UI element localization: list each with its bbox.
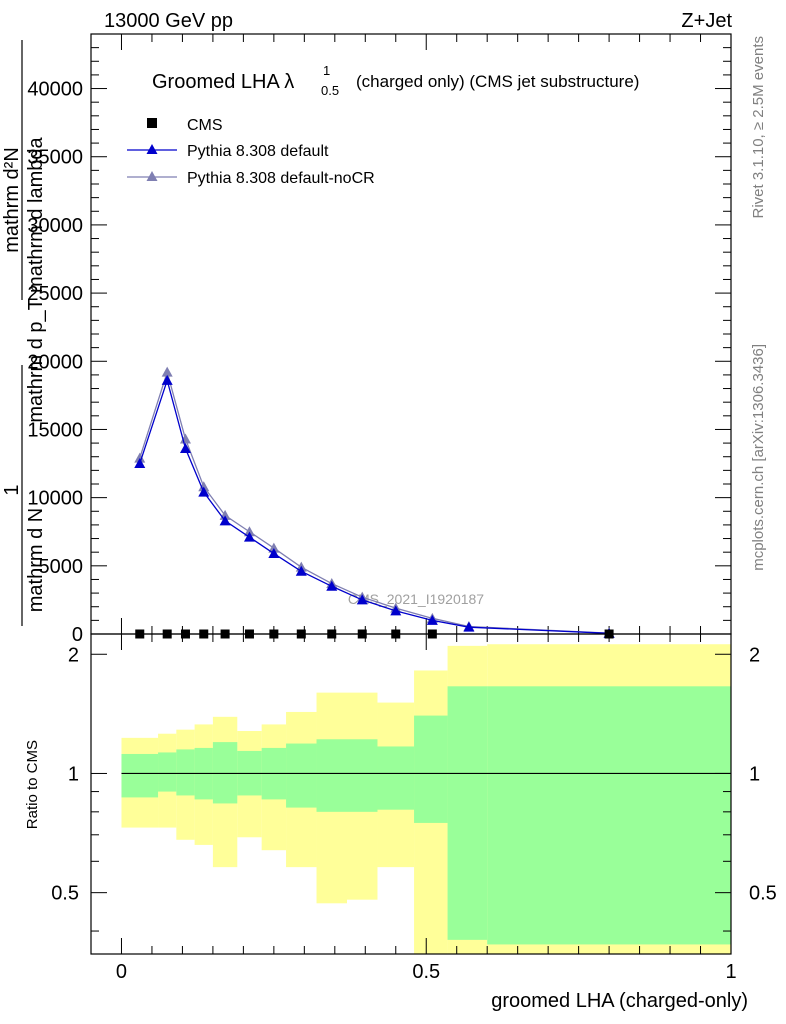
- legend: CMS Pythia 8.308 default Pythia 8.308 de…: [127, 117, 375, 187]
- ratio-inner-band: [158, 752, 177, 792]
- series-line-nocr: [139, 369, 610, 634]
- ratio-y-tick-label: 0.5: [51, 883, 79, 905]
- ratio-inner-band: [377, 746, 415, 810]
- ratio-y-tick-label: 1: [68, 763, 79, 785]
- series-point-nocr: [198, 481, 210, 492]
- series-point-default: [295, 565, 307, 576]
- series-point-default: [326, 580, 338, 591]
- title-tail: (charged only) (CMS jet substructure): [356, 72, 639, 91]
- series-point-default: [134, 458, 146, 469]
- series-point-nocr: [268, 542, 280, 553]
- ratio-y-axis-label: Ratio to CMS: [24, 740, 41, 829]
- ratio-y-tick-label-right: 1: [749, 763, 760, 785]
- main-y-tick-labels: 0 5000 10000 15000 20000 25000 30000 35000 40000: [27, 79, 83, 646]
- ratio-inner-band: [447, 686, 488, 940]
- ratio-frame: [90, 633, 732, 955]
- ratio-ticks: [91, 634, 732, 954]
- series-point-default: [161, 374, 173, 385]
- title-symbol: λ: [284, 71, 294, 93]
- main-y-tick-label: 30000: [27, 215, 83, 237]
- legend-marker-cms: [147, 118, 157, 128]
- ylabel-main-denominator: mathrm d p_T mathrm d lambda: [25, 136, 47, 422]
- main-y-tick-label: 20000: [27, 351, 83, 373]
- ylabel-denominator: mathrm d N: [25, 508, 47, 612]
- ratio-y-tick-label-right: 0.5: [749, 883, 777, 905]
- mcplots-label: mcplots.cern.ch [arXiv:1306.3436]: [750, 344, 767, 571]
- ratio-inner-band: [316, 739, 347, 812]
- ratio-inner-band: [487, 686, 731, 945]
- series-point-default: [243, 531, 255, 542]
- ratio-x-tick-label: 0: [116, 961, 127, 983]
- ylabel-main: mathrm d²N: [1, 147, 23, 253]
- main-y-tick-label: 35000: [27, 147, 83, 169]
- main-y-tick-label: 15000: [27, 419, 83, 441]
- legend-marker-nocr: [146, 171, 158, 181]
- series-point-nocr: [134, 452, 146, 463]
- title-main: Groomed LHA: [152, 71, 284, 93]
- series-point-default: [356, 594, 368, 605]
- series-point-nocr: [243, 526, 255, 537]
- legend-label-default: Pythia 8.308 default: [187, 143, 329, 160]
- main-y-axis-label: 1 mathrm d N mathrm d²N mathrm d p_T mat…: [1, 40, 47, 626]
- ratio-inner-band: [286, 743, 317, 808]
- series-line-default: [139, 378, 610, 634]
- main-y-tick-label: 5000: [39, 556, 84, 578]
- header-left: 13000 GeV pp: [104, 10, 233, 32]
- series-point-nocr: [179, 433, 191, 444]
- main-y-tick-label: 40000: [27, 79, 83, 101]
- series-point-default: [219, 515, 231, 526]
- main-panel: 0 5000 10000 15000 20000 25000 30000 35000 40000…: [1, 33, 732, 646]
- ratio-y-tick-labels: 0.5 0.5 1 1 2 2: [51, 644, 777, 904]
- ratio-inner-band: [347, 739, 378, 812]
- rivet-label: Rivet 3.1.10, ≥ 2.5M events: [750, 36, 767, 219]
- legend-label-nocr: Pythia 8.308 default-noCR: [187, 170, 375, 187]
- ratio-inner-band: [176, 749, 195, 796]
- ratio-x-tick-labels: 0 0.5 1: [116, 961, 737, 983]
- series-point-default: [426, 614, 438, 625]
- legend-label-cms: CMS: [187, 117, 223, 134]
- main-y-tick-label: 0: [72, 624, 83, 646]
- ratio-bands: [121, 644, 731, 954]
- series-point-default: [179, 443, 191, 454]
- ratio-panel: 0.5 0.51 12 2 0 0.5 1 Ratio to CMS groomed LH…: [24, 633, 777, 1012]
- series-point-nocr: [161, 366, 173, 377]
- ratio-inner-band: [212, 742, 238, 804]
- main-ticks: [91, 34, 732, 635]
- title-superscript: 1: [323, 63, 330, 78]
- x-axis-label: groomed LHA (charged-only): [491, 990, 748, 1012]
- legend-marker-default: [146, 144, 158, 154]
- ratio-inner-band: [121, 753, 159, 798]
- series-point-default: [198, 486, 210, 497]
- ratio-x-tick-label: 0.5: [412, 961, 440, 983]
- ratio-inner-band: [414, 715, 448, 823]
- ratio-y-tick-label: 2: [68, 644, 79, 666]
- title-subscript: 0.5: [321, 83, 339, 98]
- ylabel-numerator: 1: [1, 484, 23, 495]
- chart-title: Groomed LHA λ: [152, 71, 294, 93]
- main-y-tick-label: 25000: [27, 283, 83, 305]
- ratio-x-tick-label: 1: [725, 961, 736, 983]
- header-right: Z+Jet: [681, 10, 732, 32]
- series-point-default: [268, 548, 280, 559]
- main-y-tick-label: 10000: [27, 488, 83, 510]
- series-point-default: [390, 605, 402, 616]
- series-point-default: [463, 621, 475, 632]
- ratio-y-tick-label-right: 2: [749, 644, 760, 666]
